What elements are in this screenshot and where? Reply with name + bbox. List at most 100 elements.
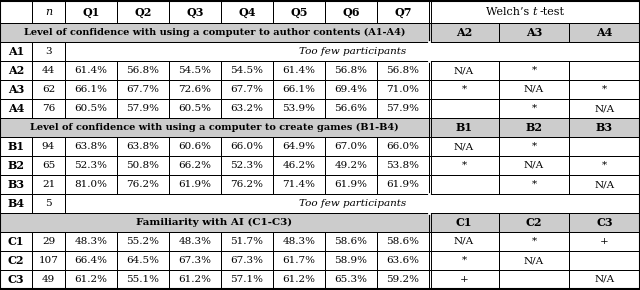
Bar [499,251,569,270]
Bar [65,232,117,251]
Text: C1: C1 [8,236,24,247]
Text: 57.9%: 57.9% [387,104,419,113]
Bar [273,1,325,23]
Bar [429,175,499,194]
Bar [499,270,569,289]
Bar [0,156,32,175]
Bar [169,1,221,23]
Bar [221,156,273,175]
Bar [325,99,377,118]
Text: 65.3%: 65.3% [335,275,367,284]
Text: 71.4%: 71.4% [282,180,316,189]
Bar [499,99,569,118]
Text: 67.3%: 67.3% [179,256,211,265]
Text: Welch’s: Welch’s [486,7,532,17]
Text: 61.9%: 61.9% [179,180,211,189]
Bar [429,1,640,23]
Bar [499,213,569,232]
Bar [169,80,221,99]
Bar [32,99,65,118]
Bar [32,80,65,99]
Text: 66.2%: 66.2% [179,161,211,170]
Bar [569,137,640,156]
Bar [169,251,221,270]
Bar [429,118,499,137]
Bar [377,99,429,118]
Bar [569,61,640,80]
Bar [429,99,499,118]
Bar [221,61,273,80]
Bar [377,137,429,156]
Text: C3: C3 [8,274,24,285]
Bar [273,80,325,99]
Text: Level of confidence with using a computer to author contents (A1-A4): Level of confidence with using a compute… [24,28,405,37]
Bar [65,251,117,270]
Bar [569,156,640,175]
Bar [221,251,273,270]
Text: N/A: N/A [595,275,614,284]
Text: 44: 44 [42,66,55,75]
Text: 49: 49 [42,275,55,284]
Bar [325,61,377,80]
Bar [221,270,273,289]
Bar [273,61,325,80]
Bar [32,175,65,194]
Text: n: n [45,7,52,17]
Text: 54.5%: 54.5% [230,66,264,75]
Text: 66.0%: 66.0% [387,142,419,151]
Bar [569,23,640,42]
Text: 56.6%: 56.6% [335,104,367,113]
Bar [569,99,640,118]
Bar [65,61,117,80]
Bar [273,175,325,194]
Bar [65,175,117,194]
Bar [429,80,499,99]
Bar [273,156,325,175]
Text: N/A: N/A [595,180,614,189]
Bar [0,194,32,213]
Bar [325,175,377,194]
Text: 48.3%: 48.3% [179,237,211,246]
Text: 54.5%: 54.5% [179,66,211,75]
Bar [0,270,32,289]
Bar [499,23,569,42]
Bar [325,270,377,289]
Text: 49.2%: 49.2% [335,161,367,170]
Bar [32,137,65,156]
Bar [325,137,377,156]
Bar [377,137,429,156]
Text: 72.6%: 72.6% [179,85,211,94]
Bar [377,270,429,289]
Text: 5: 5 [45,199,52,208]
Text: 64.5%: 64.5% [127,256,159,265]
Text: 71.0%: 71.0% [387,85,419,94]
Bar [0,118,429,137]
Bar [325,175,377,194]
Text: Too few participants: Too few participants [299,199,406,208]
Bar [117,251,169,270]
Bar [429,156,499,175]
Bar [169,251,221,270]
Text: B4: B4 [8,198,24,209]
Bar [325,270,377,289]
Bar [221,80,273,99]
Bar [221,99,273,118]
Text: t: t [532,7,537,17]
Text: *: * [461,161,467,170]
Bar [32,194,65,213]
Text: B2: B2 [8,160,24,171]
Bar [65,1,117,23]
Bar [0,80,32,99]
Bar [569,80,640,99]
Bar [0,118,429,137]
Text: N/A: N/A [595,104,614,113]
Bar [429,175,499,194]
Bar [325,80,377,99]
Bar [273,61,325,80]
Text: B1: B1 [456,122,472,133]
Bar [569,251,640,270]
Bar [499,251,569,270]
Text: Level of confidence with using a computer to create games (B1-B4): Level of confidence with using a compute… [30,123,399,132]
Bar [169,270,221,289]
Bar [429,23,499,42]
